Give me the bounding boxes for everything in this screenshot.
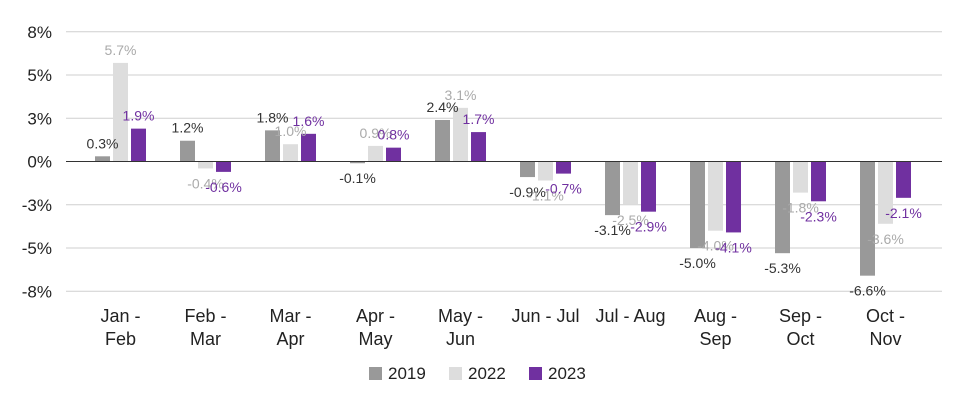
y-tick-label: 5%	[27, 66, 52, 85]
category-label: Feb -	[184, 306, 226, 326]
bar-2019	[520, 161, 535, 178]
y-tick-label: -5%	[22, 239, 52, 258]
data-label-2022: -1.8%	[782, 200, 819, 216]
data-label-2022: -4.0%	[697, 238, 734, 254]
legend-swatch-2019	[369, 367, 382, 380]
y-tick-label: -8%	[22, 282, 52, 301]
bar-2022	[623, 161, 638, 205]
bar-2019	[860, 161, 875, 276]
bar-2019	[435, 119, 450, 162]
bar-2022	[793, 161, 808, 193]
category-label: Jan -	[100, 306, 140, 326]
bar-2019	[180, 140, 195, 162]
bar-2023	[216, 161, 231, 172]
bar-2019	[350, 161, 365, 164]
data-label-2023: -2.1%	[885, 205, 922, 221]
data-label-2023: 1.9%	[123, 108, 155, 124]
category-label: Mar -	[270, 306, 312, 326]
data-label-2023: -0.6%	[205, 179, 242, 195]
category-label: Mar	[190, 329, 221, 349]
category-label: Nov	[869, 329, 901, 349]
y-tick-label: 8%	[27, 23, 52, 42]
category-label: Jul - Aug	[595, 306, 665, 326]
bar-2022	[453, 107, 468, 162]
bar-2023	[301, 133, 316, 162]
bar-2019	[690, 161, 705, 248]
category-label: Jun - Jul	[511, 306, 579, 326]
category-label: May -	[438, 306, 483, 326]
y-axis-tick-labels: -8% -5% -3% 0% 3% 5% 8%	[22, 23, 52, 302]
data-label-2019: 0.3%	[87, 135, 119, 151]
data-label-2023: 1.7%	[463, 111, 495, 127]
bar-2022	[198, 161, 213, 169]
data-label-2019: 2.4%	[427, 99, 459, 115]
bar-2023	[641, 161, 656, 212]
bar-2019	[605, 161, 620, 216]
data-label-2022: -3.6%	[867, 231, 904, 247]
legend-label-2019: 2019	[388, 364, 426, 383]
data-label-2023: -4.1%	[715, 239, 752, 255]
category-label: Sep	[699, 329, 731, 349]
data-label-2019: 1.2%	[172, 120, 204, 136]
category-label: Aug -	[694, 306, 737, 326]
bar-2022	[283, 144, 298, 162]
bar-2023	[896, 161, 911, 198]
bar-2019	[95, 156, 110, 162]
bar-2022	[878, 161, 893, 224]
data-label-2019: -6.6%	[849, 283, 886, 299]
bar-2022	[708, 161, 723, 231]
data-label-2019: -5.0%	[679, 255, 716, 271]
legend-label-2023: 2023	[548, 364, 586, 383]
data-label-2022: -0.4%	[187, 175, 224, 191]
bar-2019	[775, 161, 790, 254]
data-labels: 0.3% 5.7% 1.9% 1.2% -0.4%-0.6% 1.8%1.0%1.6% -0…	[87, 42, 922, 299]
data-label-2022: -1.1%	[527, 188, 564, 204]
category-label: Sep -	[779, 306, 822, 326]
data-label-2023: -2.9%	[630, 219, 667, 235]
bar-2023	[556, 161, 571, 174]
legend-swatch-2022	[449, 367, 462, 380]
bar-2023	[131, 128, 146, 162]
category-label: Jun	[446, 329, 475, 349]
data-label-2023: -0.7%	[545, 181, 582, 197]
data-label-2023: -2.3%	[800, 208, 837, 224]
bar-2022	[538, 161, 553, 181]
category-label: May	[358, 329, 392, 349]
legend-swatch-2023	[529, 367, 542, 380]
y-tick-label: -3%	[22, 196, 52, 215]
bar-2022	[113, 62, 128, 162]
data-label-2023: 1.6%	[293, 113, 325, 129]
bar-2023	[386, 147, 401, 162]
data-label-2022: 1.0%	[275, 123, 307, 139]
category-label: Apr	[276, 329, 304, 349]
bar-2022	[368, 145, 383, 162]
category-label: Oct -	[866, 306, 905, 326]
category-label: Feb	[105, 329, 136, 349]
data-label-2022: 3.1%	[445, 87, 477, 103]
bar-2019	[265, 130, 280, 162]
bar-2023	[726, 161, 741, 233]
data-label-2019: -3.1%	[594, 222, 631, 238]
data-label-2019: -0.1%	[339, 170, 376, 186]
legend-label-2022: 2022	[468, 364, 506, 383]
bar-2023	[471, 132, 486, 162]
data-label-2022: -2.5%	[612, 212, 649, 228]
data-label-2022: 0.9%	[360, 125, 392, 141]
bar-2023	[811, 161, 826, 202]
data-label-2023: 0.8%	[378, 127, 410, 143]
data-label-2019: 1.8%	[257, 109, 289, 125]
category-label: Apr -	[356, 306, 395, 326]
bars	[95, 62, 911, 276]
y-tick-label: 3%	[27, 109, 52, 128]
x-axis-category-labels: Jan - Feb Feb - Mar Mar - Apr Apr - May May - Jun…	[100, 306, 905, 349]
y-tick-label: 0%	[27, 153, 52, 172]
legend: 2019 2022 2023	[369, 364, 586, 383]
data-label-2019: -0.9%	[509, 184, 546, 200]
data-label-2019: -5.3%	[764, 260, 801, 276]
data-label-2022: 5.7%	[105, 42, 137, 58]
gridlines	[66, 31, 942, 292]
category-label: Oct	[786, 329, 814, 349]
